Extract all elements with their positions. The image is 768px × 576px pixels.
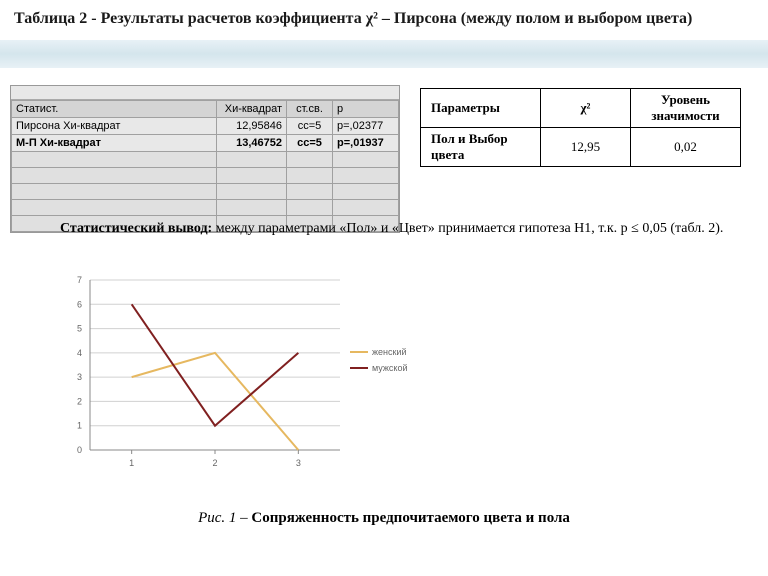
- cell: p=,02377: [333, 118, 399, 135]
- cell: [333, 168, 399, 184]
- decorative-band: [0, 40, 768, 68]
- cell: 12,95846: [217, 118, 287, 135]
- page-title: Таблица 2 - Результаты расчетов коэффици…: [14, 8, 754, 30]
- table-row: Пол и Выбор цвета 12,95 0,02: [421, 128, 741, 167]
- cell: Пол и Выбор цвета: [421, 128, 541, 167]
- col-df: ст.св.: [287, 101, 333, 118]
- cell: [333, 200, 399, 216]
- table-row: [12, 152, 399, 168]
- chi-square-stat-table: Статист. Хи-квадрат ст.св. p Пирсона Хи-…: [11, 100, 399, 232]
- conclusion-lead: Статистический вывод:: [60, 221, 212, 236]
- cell: [12, 184, 217, 200]
- caption-prefix: Рис. 1 –: [198, 510, 251, 526]
- caption-text: Сопряженность предпочитаемого цвета и по…: [251, 510, 570, 526]
- conclusion-text: между параметрами «Пол» и «Цвет» принима…: [212, 221, 723, 236]
- cell: сс=5: [287, 135, 333, 152]
- figure-caption: Рис. 1 – Сопряженность предпочитаемого ц…: [0, 510, 768, 527]
- col-stat: Статист.: [12, 101, 217, 118]
- cell: сс=5: [287, 118, 333, 135]
- cell: [12, 168, 217, 184]
- col-chi2: χ²: [541, 89, 631, 128]
- svg-text:5: 5: [77, 324, 82, 334]
- cell: [287, 200, 333, 216]
- svg-text:1: 1: [77, 421, 82, 431]
- cell: 12,95: [541, 128, 631, 167]
- spreadsheet-screenshot: Статист. Хи-квадрат ст.св. p Пирсона Хи-…: [10, 85, 400, 233]
- line-chart: 0 1 2 3 4 5 6 7 1 2 3 женский мужской: [60, 272, 420, 482]
- cell: 0,02: [631, 128, 741, 167]
- cell: p=,01937: [333, 135, 399, 152]
- col-chi: Хи-квадрат: [217, 101, 287, 118]
- svg-text:3: 3: [77, 372, 82, 382]
- cell: [287, 168, 333, 184]
- results-table: Параметры χ² Уровень значимости Пол и Вы…: [420, 88, 741, 167]
- cell: М-П Хи-квадрат: [12, 135, 217, 152]
- table-row: Пирсона Хи-квадрат 12,95846 сс=5 p=,0237…: [12, 118, 399, 135]
- sheet-tail: [11, 86, 399, 100]
- cell: Пирсона Хи-квадрат: [12, 118, 217, 135]
- table-row: [12, 184, 399, 200]
- col-params: Параметры: [421, 89, 541, 128]
- cell: [217, 152, 287, 168]
- svg-text:6: 6: [77, 299, 82, 309]
- svg-text:3: 3: [296, 458, 301, 468]
- svg-text:0: 0: [77, 445, 82, 455]
- svg-text:2: 2: [77, 396, 82, 406]
- cell: [12, 152, 217, 168]
- cell: [217, 184, 287, 200]
- svg-text:7: 7: [77, 275, 82, 285]
- cell: [12, 200, 217, 216]
- cell: [287, 152, 333, 168]
- svg-text:4: 4: [77, 348, 82, 358]
- cell: 13,46752: [217, 135, 287, 152]
- table-row: [12, 168, 399, 184]
- cell: [333, 152, 399, 168]
- cell: [287, 184, 333, 200]
- svg-text:женский: женский: [372, 347, 407, 357]
- svg-text:2: 2: [212, 458, 217, 468]
- col-p: p: [333, 101, 399, 118]
- table-row: М-П Хи-квадрат 13,46752 сс=5 p=,01937: [12, 135, 399, 152]
- svg-text:1: 1: [129, 458, 134, 468]
- svg-text:мужской: мужской: [372, 363, 407, 373]
- cell: [217, 168, 287, 184]
- cell: [217, 200, 287, 216]
- table-row: [12, 200, 399, 216]
- col-sig: Уровень значимости: [631, 89, 741, 128]
- statistical-conclusion: Статистический вывод: между параметрами …: [60, 220, 754, 239]
- cell: [333, 184, 399, 200]
